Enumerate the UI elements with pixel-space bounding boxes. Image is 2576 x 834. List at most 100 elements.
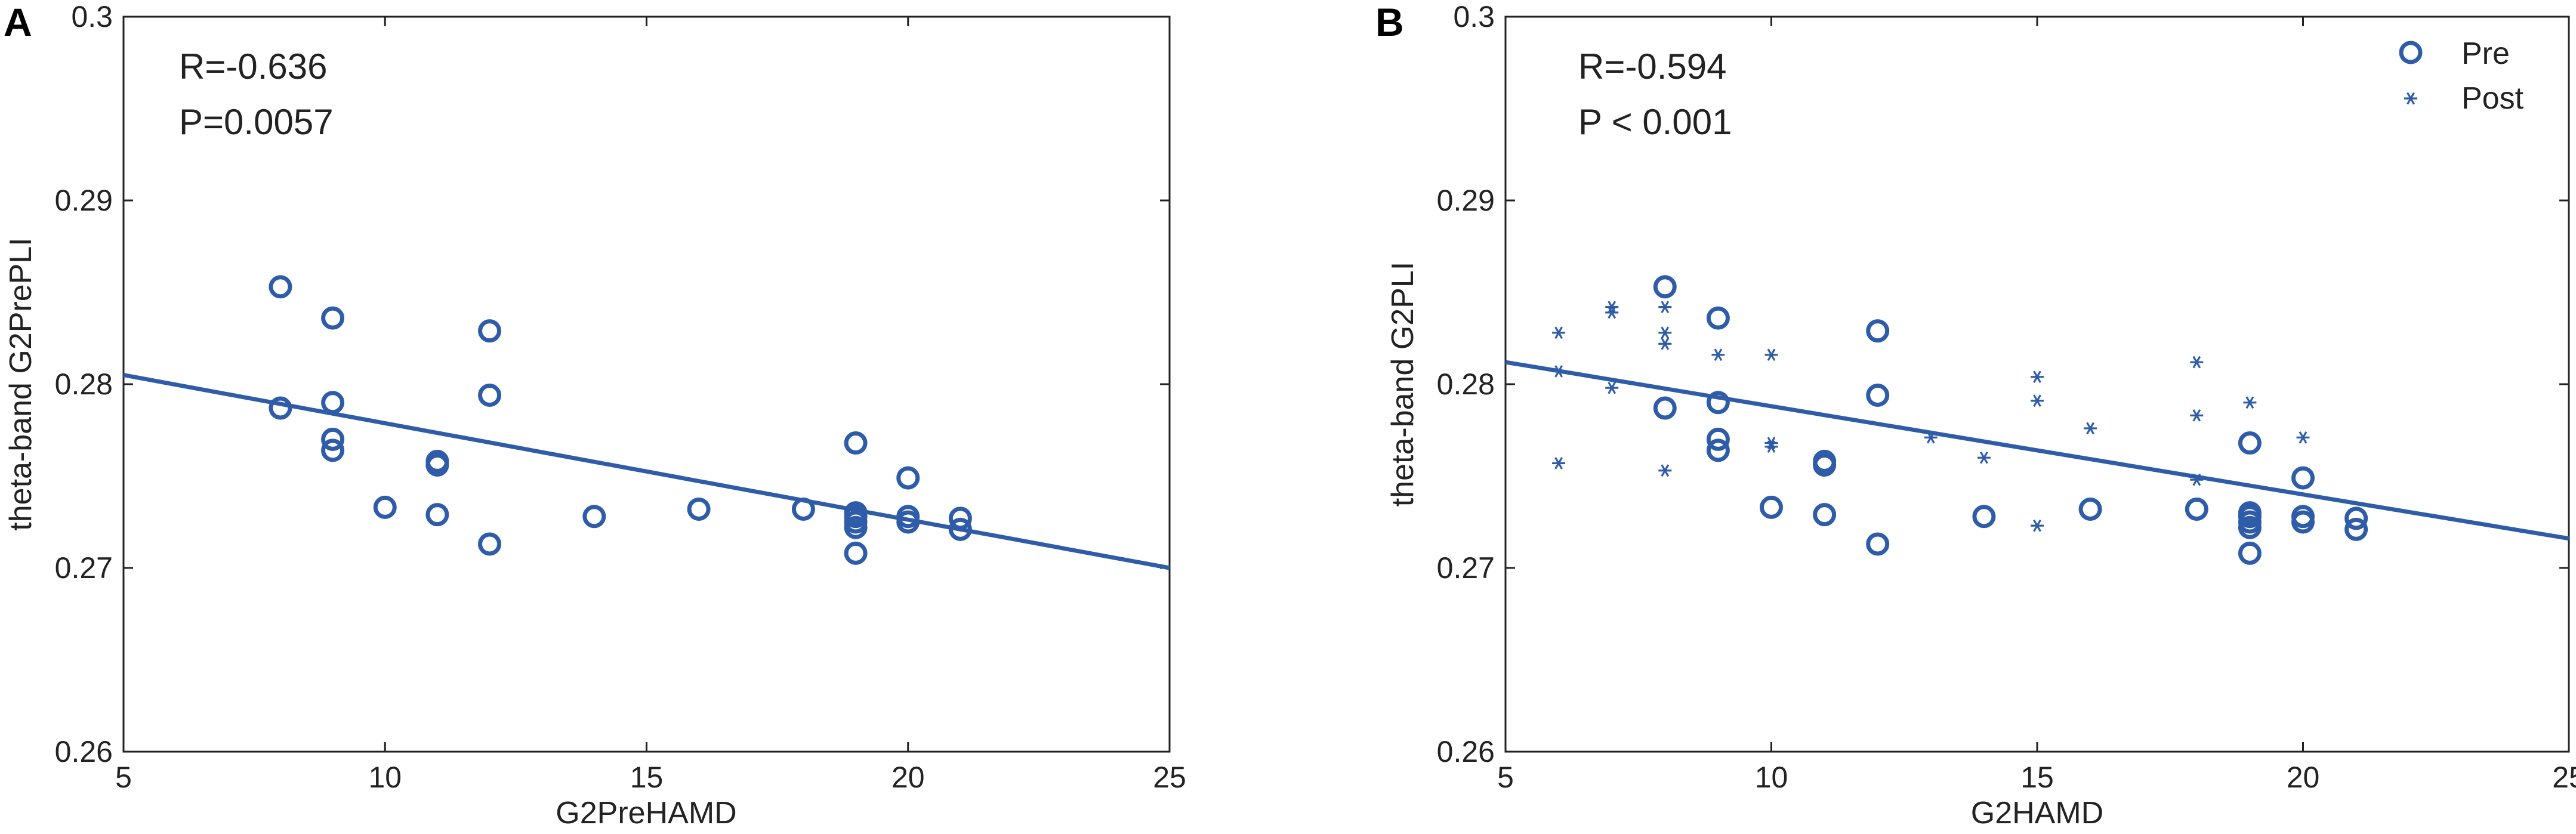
pre-point [2185,497,2208,521]
pre-point [478,383,502,407]
x-tick-label: 5 [115,761,132,794]
post-point [1924,431,1938,444]
pre-point [1813,503,1837,527]
post-point [1552,326,1566,339]
regression-line [1505,360,2569,541]
pre-point [1706,427,1730,451]
pre-point [1706,438,1730,462]
post-point [1605,381,1619,394]
pre-point [1653,396,1677,420]
pre-point [1866,319,1890,343]
pre-point [321,306,345,330]
y-tick-label: 0.26 [1437,735,1495,768]
legend-post-label: Post [2461,81,2524,116]
panel-b-y-axis-title: theta-band G2PLI [1386,262,1420,507]
pre-point [1706,391,1730,415]
legend-pre-label: Pre [2461,36,2510,71]
pre-point [373,495,397,519]
pre-point [1706,306,1730,330]
pre-point [2344,506,2368,530]
post-point [1764,440,1778,453]
pre-point [321,427,345,451]
post-point [1605,301,1619,313]
x-tick-label: 25 [2552,761,2576,794]
panel-b-ticks [1504,16,2570,753]
pre-point [425,503,449,527]
x-tick-label: 15 [2020,761,2054,794]
panel-a-letter: A [4,0,32,44]
x-tick-label: 20 [891,761,925,794]
regression-line [123,373,1170,570]
post-point [1552,365,1566,378]
panel-a-r-value: R=-0.636 [179,47,328,87]
pre-point [269,396,292,420]
pre-point [2291,466,2315,490]
panel-b-x-axis-title: G2HAMD [1971,796,2103,830]
panel-b-y-tick-labels: 0.26 0.27 0.28 0.29 0.3 [1437,0,1495,768]
pre-point [948,506,972,530]
y-tick-label: 0.29 [55,184,113,217]
panel-b-data-points [1552,275,2368,565]
pre-point [948,517,972,541]
panel-a-x-axis-title: G2PreHAMD [556,796,736,830]
panel-a-y-axis-title: theta-band G2PrePLI [4,237,38,530]
x-tick-label: 10 [1755,761,1788,794]
y-tick-label: 0.26 [55,735,113,768]
post-point [1658,337,1672,350]
post-point [2190,356,2204,369]
panel-b-legend: Pre Post [2399,36,2524,116]
y-tick-label: 0.29 [1437,184,1495,217]
x-tick-label: 15 [630,761,664,794]
panel-b-r-value: R=-0.594 [1578,47,1727,87]
pre-point [896,466,920,490]
post-point [1764,348,1778,362]
pre-point [844,515,868,539]
pre-point [1653,275,1677,299]
post-point [2031,394,2044,407]
pre-point [478,319,502,343]
panel-a-ticks [122,16,1171,753]
pre-point [582,505,606,529]
legend-post-asterisk [2404,92,2417,105]
legend-post-marker [2404,92,2417,105]
post-point [2084,422,2097,435]
panel-b: B 5 10 15 20 25 0.26 0.27 0.28 0.29 0.3 G2HAMD t… [1375,0,2576,830]
post-point [2031,519,2044,532]
pre-point [2291,510,2315,534]
panel-b-p-value: P < 0.001 [1578,102,1732,142]
y-tick-label: 0.3 [1453,0,1495,33]
panel-a-x-tick-labels: 5 10 15 20 25 [115,761,1186,794]
pre-point [425,453,449,477]
panel-b-fit-line-group [1505,360,2569,541]
x-tick-label: 25 [1153,761,1186,794]
pre-point [791,497,815,521]
panel-b-letter: B [1375,0,1404,44]
legend-pre-marker [2399,41,2423,64]
x-tick-label: 5 [1497,761,1514,794]
y-tick-label: 0.28 [55,367,113,401]
x-tick-label: 20 [2287,761,2320,794]
y-tick-label: 0.27 [55,551,113,585]
panel-a-fit-line-group [123,373,1170,570]
post-point [1658,301,1672,313]
post-point [2243,396,2257,409]
post-point [1711,348,1725,362]
pre-point [1972,505,1996,529]
pre-point [1760,495,1783,519]
pre-point [269,275,292,299]
pre-point [321,438,345,462]
panel-a-p-value: P=0.0057 [179,102,334,142]
y-tick-label: 0.3 [71,0,113,33]
pre-point [2078,497,2102,521]
pre-point [2238,431,2262,455]
pre-point [2238,515,2262,539]
pre-point [2344,517,2368,541]
panel-a: A 5 10 15 20 25 0.26 0.27 0.28 0.29 0.3 G2PreHAM… [4,0,1186,830]
post-point [1658,326,1672,339]
pre-point [1866,532,1890,556]
pre-point [687,497,711,521]
panel-b-x-tick-labels: 5 10 15 20 25 [1497,761,2576,794]
post-point [2031,370,2044,384]
panel-a-y-tick-labels: 0.26 0.27 0.28 0.29 0.3 [55,0,113,768]
